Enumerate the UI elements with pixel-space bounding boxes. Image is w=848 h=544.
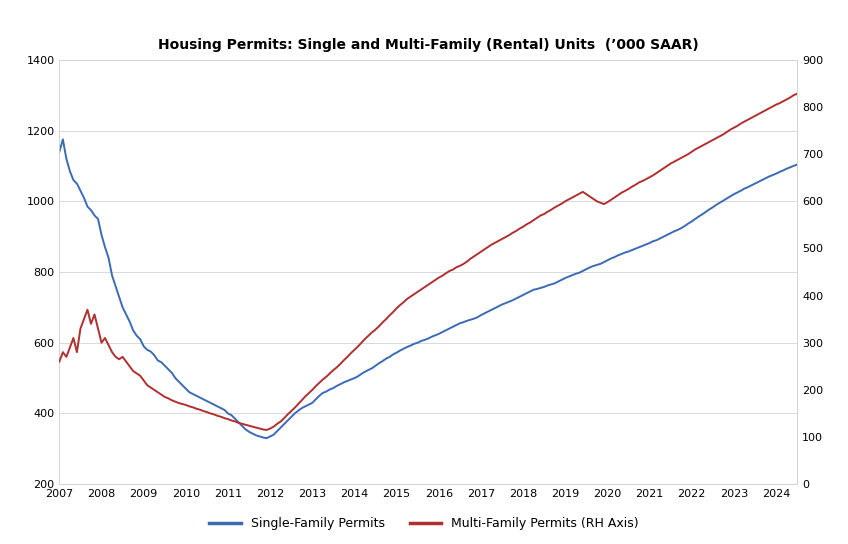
Single-Family Permits (184, 389, 194, 395)
Multi-Family Permits (RH Axis) (184, 403, 194, 410)
Multi-Family Permits (RH Axis) (276, 418, 286, 425)
Legend: Single-Family Permits, Multi-Family Permits (RH Axis): Single-Family Permits, Multi-Family Perm… (204, 512, 644, 535)
Multi-Family Permits (RH Axis) (261, 426, 271, 433)
Single-Family Permits (261, 435, 271, 442)
Multi-Family Permits (RH Axis) (54, 358, 64, 365)
Line: Multi-Family Permits (RH Axis): Multi-Family Permits (RH Axis) (59, 69, 848, 430)
Multi-Family Permits (RH Axis) (181, 401, 191, 408)
Single-Family Permits (438, 329, 448, 335)
Multi-Family Permits (RH Axis) (438, 273, 448, 279)
Multi-Family Permits (RH Axis) (841, 66, 848, 72)
Single-Family Permits (54, 149, 64, 155)
Multi-Family Permits (RH Axis) (187, 404, 198, 411)
Title: Housing Permits: Single and Multi-Family (Rental) Units  (’000 SAAR): Housing Permits: Single and Multi-Family… (158, 38, 699, 52)
Single-Family Permits (181, 385, 191, 392)
Single-Family Permits (276, 424, 286, 431)
Single-Family Permits (187, 391, 198, 397)
Line: Single-Family Permits: Single-Family Permits (59, 84, 848, 438)
